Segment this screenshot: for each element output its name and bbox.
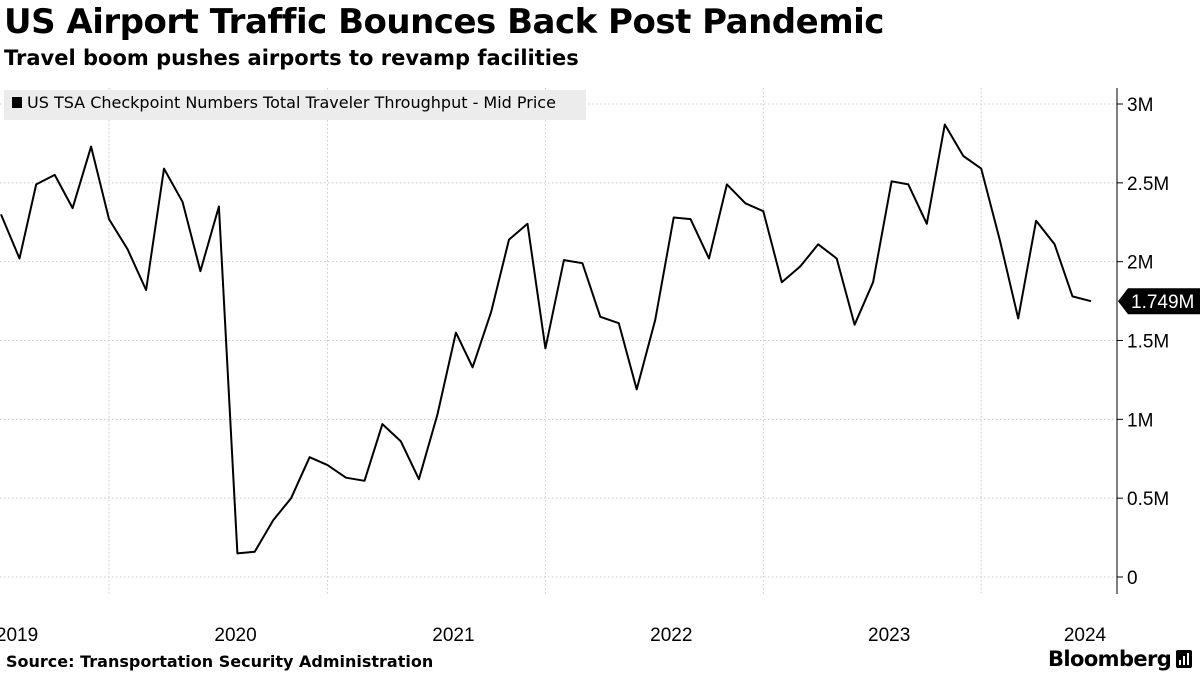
legend-label: US TSA Checkpoint Numbers Total Traveler…	[27, 93, 556, 112]
bar-chart-icon	[1176, 650, 1192, 668]
y-tick-label: 0	[1127, 568, 1138, 589]
last-value-tag	[1118, 288, 1200, 315]
x-tick-label: 2020	[214, 625, 256, 646]
series-line	[0, 123, 1092, 555]
chart-subtitle: Travel boom pushes airports to revamp fa…	[4, 46, 579, 70]
y-tick-label: 1.5M	[1127, 332, 1169, 353]
gridlines	[0, 88, 1117, 594]
last-value-label: 1.749M	[1131, 292, 1194, 313]
x-tick-label: 2024	[1064, 625, 1107, 646]
chart-title: US Airport Traffic Bounces Back Post Pan…	[4, 2, 884, 42]
x-tick-label: 2023	[868, 625, 910, 646]
y-tick-label: 0.5M	[1127, 489, 1169, 510]
last-value-layer: 1.749M	[1118, 288, 1200, 315]
y-tick-label: 3M	[1127, 95, 1153, 116]
source-note: Source: Transportation Security Administ…	[6, 652, 434, 671]
legend-swatch	[12, 97, 22, 108]
y-tick-label: 2.5M	[1127, 174, 1169, 195]
legend-box	[4, 90, 586, 120]
y-tick-label: 1M	[1127, 410, 1153, 431]
axes: 0 0.5M 1M 1.5M 2M 2.5M 3M 2019 2020 2021 2022 2023 2…	[0, 88, 1169, 646]
series-layer	[0, 123, 1092, 555]
legend: US TSA Checkpoint Numbers Total Traveler…	[4, 90, 586, 120]
bloomberg-logo: Bloomberg	[1048, 647, 1172, 671]
y-tick-label: 2M	[1127, 253, 1153, 274]
x-tick-label: 2019	[0, 625, 38, 646]
x-tick-label: 2022	[650, 625, 692, 646]
x-tick-label: 2021	[432, 625, 474, 646]
